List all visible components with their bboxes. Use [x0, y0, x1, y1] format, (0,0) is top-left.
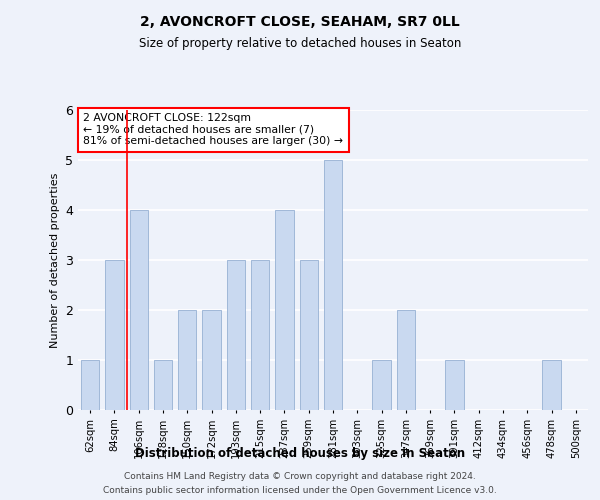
Bar — [81, 360, 99, 410]
Bar — [542, 360, 560, 410]
Bar — [445, 360, 464, 410]
Text: 2 AVONCROFT CLOSE: 122sqm
← 19% of detached houses are smaller (7)
81% of semi-d: 2 AVONCROFT CLOSE: 122sqm ← 19% of detac… — [83, 113, 343, 146]
Bar — [202, 310, 221, 410]
Bar — [106, 260, 124, 410]
Bar — [251, 260, 269, 410]
Text: Distribution of detached houses by size in Seaton: Distribution of detached houses by size … — [135, 448, 465, 460]
Bar — [299, 260, 318, 410]
Bar — [324, 160, 342, 410]
Bar — [397, 310, 415, 410]
Bar — [154, 360, 172, 410]
Y-axis label: Number of detached properties: Number of detached properties — [50, 172, 59, 348]
Text: Size of property relative to detached houses in Seaton: Size of property relative to detached ho… — [139, 38, 461, 51]
Text: Contains HM Land Registry data © Crown copyright and database right 2024.: Contains HM Land Registry data © Crown c… — [124, 472, 476, 481]
Bar — [275, 210, 293, 410]
Bar — [130, 210, 148, 410]
Bar — [373, 360, 391, 410]
Text: 2, AVONCROFT CLOSE, SEAHAM, SR7 0LL: 2, AVONCROFT CLOSE, SEAHAM, SR7 0LL — [140, 15, 460, 29]
Text: Contains public sector information licensed under the Open Government Licence v3: Contains public sector information licen… — [103, 486, 497, 495]
Bar — [227, 260, 245, 410]
Bar — [178, 310, 196, 410]
